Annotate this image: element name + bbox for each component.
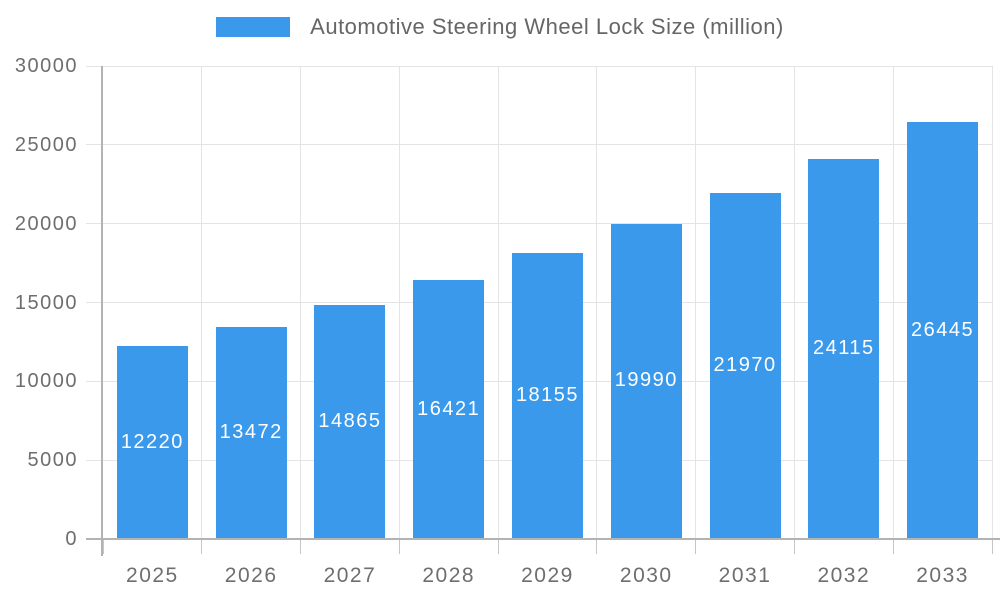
bar-2029: 18155 (512, 252, 583, 538)
gridline-vertical (497, 66, 499, 538)
legend-swatch-icon (216, 17, 291, 37)
y-axis-tick-label: 25000 (14, 133, 78, 156)
gridline-vertical (300, 66, 302, 538)
y-axis-tick-label: 10000 (14, 370, 78, 393)
bar-value-label: 18155 (515, 383, 580, 406)
bar-2028: 16421 (413, 280, 485, 538)
gridline-vertical (892, 66, 894, 538)
x-axis-tick (793, 540, 795, 554)
bar-value-label: 19990 (614, 369, 678, 392)
bar-2030: 19990 (610, 223, 682, 538)
y-axis-tick-label: 15000 (14, 291, 78, 314)
x-axis-category-label: 2032 (817, 564, 871, 587)
legend-label: Automotive Steering Wheel Lock Size (mil… (310, 14, 784, 39)
y-axis-tick-label: 5000 (27, 449, 78, 472)
x-axis-tick (201, 540, 203, 554)
gridline-horizontal (86, 144, 992, 146)
x-axis-tick (892, 540, 894, 554)
y-axis-tick-label: 20000 (14, 212, 78, 235)
x-axis-category-label: 2030 (619, 564, 673, 587)
gridline-vertical (793, 66, 795, 538)
x-axis-category-label: 2028 (422, 564, 476, 587)
bar-value-label: 16421 (417, 397, 481, 420)
x-axis-tick (398, 540, 400, 554)
y-axis-tick-label: 0 (65, 528, 78, 550)
bar-value-label: 13472 (219, 420, 283, 443)
bar-2027: 14865 (314, 304, 386, 538)
x-axis-tick (102, 540, 104, 554)
x-axis-tick (991, 540, 993, 554)
x-axis-tick (300, 540, 302, 554)
x-axis-category-label: 2026 (224, 564, 278, 587)
x-axis-category-label: 2029 (521, 564, 574, 587)
gridline-vertical (596, 66, 598, 538)
x-axis-category-label: 2027 (323, 564, 377, 587)
bar-2031: 21970 (709, 192, 781, 538)
x-axis-tick (497, 540, 499, 554)
bar-value-label: 26445 (911, 318, 975, 341)
bar-value-label: 21970 (713, 353, 777, 376)
x-axis-tick (596, 540, 598, 554)
gridline-vertical (398, 66, 400, 538)
gridline-horizontal (86, 223, 992, 225)
gridline-horizontal (86, 65, 992, 67)
bar-2026: 13472 (215, 326, 287, 538)
bar-value-label: 14865 (318, 409, 382, 432)
gridline-vertical (201, 66, 203, 538)
bar-value-label: 12220 (120, 430, 184, 453)
bar-2033: 26445 (907, 122, 979, 538)
legend[interactable]: Automotive Steering Wheel Lock Size (mil… (0, 14, 1000, 40)
gridline-vertical (695, 66, 697, 538)
bar-2025: 12220 (116, 346, 188, 538)
gridline-vertical (991, 66, 993, 538)
x-axis-category-label: 2025 (126, 564, 179, 587)
x-axis-tick (695, 540, 697, 554)
bar-2032: 24115 (808, 158, 880, 538)
y-axis-line (101, 66, 103, 556)
y-axis-tick-label: 30000 (14, 55, 78, 77)
x-axis-line (86, 538, 1000, 540)
x-axis-category-label: 2031 (718, 564, 772, 587)
bar-value-label: 24115 (813, 336, 875, 359)
x-axis-category-label: 2033 (916, 564, 969, 587)
